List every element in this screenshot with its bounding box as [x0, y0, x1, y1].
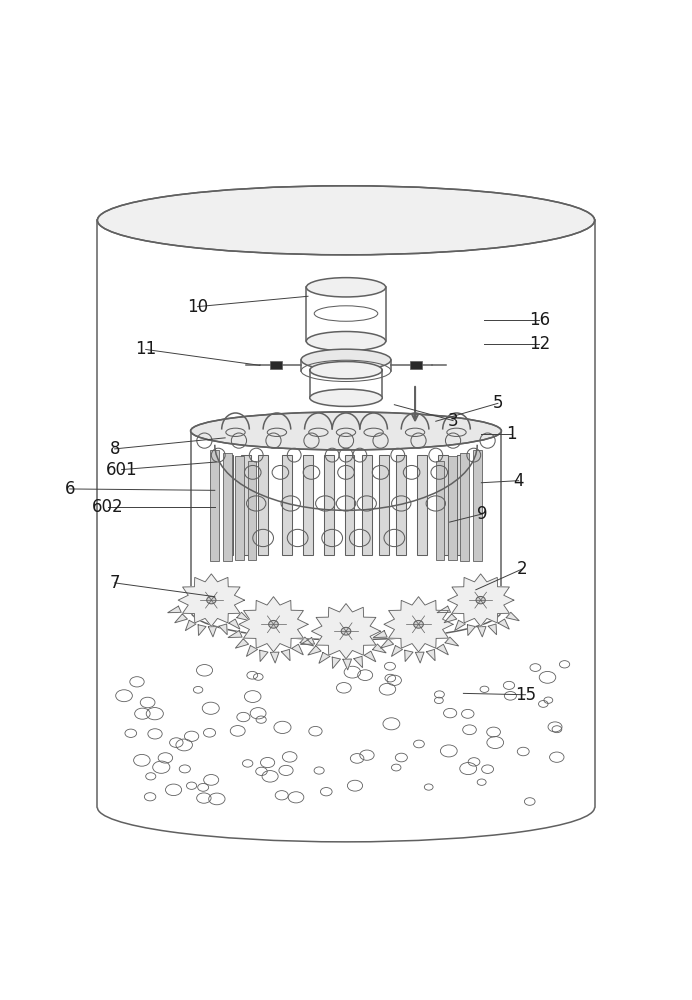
Bar	[235, 456, 244, 560]
Text: 5: 5	[493, 394, 503, 412]
Polygon shape	[364, 651, 376, 662]
Polygon shape	[477, 627, 486, 637]
Polygon shape	[392, 646, 403, 656]
Polygon shape	[332, 657, 340, 668]
Polygon shape	[384, 597, 453, 652]
Polygon shape	[178, 574, 244, 626]
Polygon shape	[311, 604, 381, 659]
Bar	[241, 455, 251, 555]
Ellipse shape	[307, 278, 385, 297]
Bar	[303, 455, 313, 555]
Bar	[397, 455, 406, 555]
Text: 11: 11	[135, 340, 156, 358]
Polygon shape	[239, 597, 308, 652]
Text: 3: 3	[448, 412, 458, 430]
Polygon shape	[373, 631, 387, 638]
Polygon shape	[198, 625, 206, 635]
Bar	[448, 456, 457, 560]
Ellipse shape	[341, 627, 351, 635]
Polygon shape	[260, 650, 268, 661]
Polygon shape	[489, 624, 497, 635]
Polygon shape	[444, 614, 457, 623]
Text: 6: 6	[64, 480, 75, 498]
Text: 601: 601	[106, 461, 138, 479]
Ellipse shape	[98, 186, 594, 255]
Polygon shape	[445, 637, 459, 646]
Bar	[460, 453, 469, 561]
Bar	[410, 361, 422, 369]
Polygon shape	[437, 644, 448, 655]
Polygon shape	[237, 612, 250, 621]
Ellipse shape	[476, 596, 485, 604]
Polygon shape	[319, 652, 330, 663]
Text: 16: 16	[529, 311, 550, 329]
Polygon shape	[228, 631, 242, 638]
Polygon shape	[405, 650, 413, 661]
Polygon shape	[282, 649, 290, 661]
Text: 602: 602	[92, 498, 124, 516]
Bar	[282, 455, 292, 555]
Bar	[345, 455, 354, 555]
Polygon shape	[343, 659, 352, 670]
Text: 7: 7	[109, 574, 120, 592]
Polygon shape	[167, 606, 181, 613]
Ellipse shape	[207, 596, 216, 604]
Text: 12: 12	[529, 335, 550, 353]
Bar	[210, 450, 219, 561]
Bar	[438, 455, 448, 555]
Bar	[223, 453, 232, 561]
Polygon shape	[426, 649, 435, 661]
Bar	[248, 461, 257, 560]
Polygon shape	[506, 612, 519, 621]
Ellipse shape	[310, 362, 382, 379]
Ellipse shape	[268, 620, 278, 628]
Polygon shape	[300, 638, 315, 644]
Polygon shape	[291, 644, 303, 655]
Polygon shape	[372, 644, 386, 653]
Bar	[224, 455, 233, 555]
Ellipse shape	[190, 412, 502, 450]
Polygon shape	[498, 619, 509, 629]
Text: 4: 4	[513, 472, 524, 490]
Polygon shape	[235, 639, 248, 648]
Polygon shape	[208, 627, 217, 637]
Polygon shape	[308, 646, 321, 655]
Polygon shape	[437, 606, 450, 613]
Bar	[457, 455, 467, 555]
Bar	[324, 455, 334, 555]
Text: 10: 10	[187, 298, 208, 316]
Text: 9: 9	[477, 505, 488, 523]
Bar	[435, 461, 444, 560]
Text: 8: 8	[109, 440, 120, 458]
Bar	[473, 450, 482, 561]
Text: 1: 1	[507, 425, 517, 443]
Text: 15: 15	[515, 686, 536, 704]
Ellipse shape	[414, 620, 424, 628]
Bar	[379, 455, 389, 555]
Ellipse shape	[301, 349, 391, 370]
Bar	[258, 455, 268, 555]
Polygon shape	[219, 624, 227, 635]
Bar	[362, 455, 372, 555]
Polygon shape	[229, 619, 240, 629]
Polygon shape	[468, 625, 475, 635]
Ellipse shape	[310, 389, 382, 406]
Polygon shape	[415, 652, 424, 663]
Polygon shape	[381, 639, 394, 648]
Polygon shape	[354, 656, 363, 668]
Polygon shape	[271, 652, 279, 663]
Polygon shape	[175, 614, 188, 623]
Polygon shape	[185, 620, 196, 631]
Polygon shape	[246, 646, 257, 656]
Polygon shape	[300, 637, 313, 646]
Polygon shape	[455, 620, 465, 631]
Polygon shape	[448, 574, 514, 626]
Ellipse shape	[307, 331, 385, 351]
Bar	[270, 361, 282, 369]
Text: 2: 2	[517, 560, 527, 578]
Bar	[417, 455, 427, 555]
